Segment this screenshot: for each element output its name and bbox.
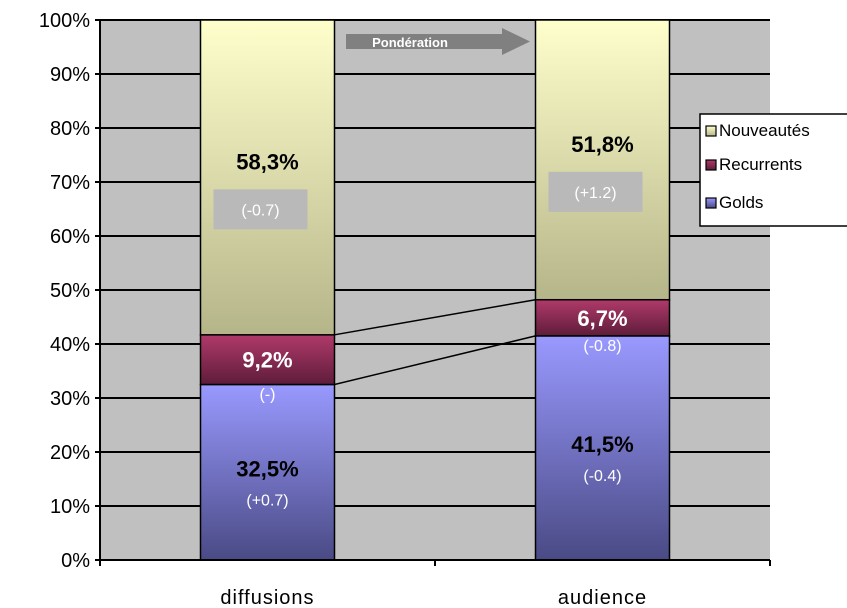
legend-label: Golds — [719, 193, 763, 212]
bars: 32,5% (+0.7) 9,2% (-) 58,3% (-0.7) 41,5% (-0.4)… — [199, 19, 671, 561]
value-label-nouveautes: 58,3% — [236, 149, 298, 174]
y-tick-label: 40% — [50, 334, 90, 356]
value-label-golds: 32,5% — [236, 456, 298, 481]
bar-segment-golds-audience — [534, 335, 671, 561]
bar-segment-nouveautés-audience — [534, 19, 671, 301]
change-label-golds: (+0.7) — [246, 492, 288, 509]
y-tick-label: 90% — [50, 64, 90, 86]
value-label-nouveautes: 51,8% — [571, 132, 633, 157]
value-label-golds: 41,5% — [571, 432, 633, 457]
y-tick-label: 10% — [50, 496, 90, 518]
change-label-golds: (-0.4) — [583, 468, 621, 485]
bar-segment-nouveautés-diffusions — [199, 19, 336, 336]
y-tick-label: 80% — [50, 118, 90, 140]
arrow-shape — [346, 28, 530, 55]
change-label-box — [213, 189, 308, 230]
change-label-recurrents: (-0.8) — [583, 338, 621, 355]
arrow-label: Pondération — [372, 35, 448, 50]
legend-swatch — [705, 159, 717, 171]
x-tick-label: diffusions — [220, 587, 314, 608]
bar-segment-recurrents-diffusions — [199, 334, 336, 386]
change-label-nouveautes: (-0.7) — [241, 202, 279, 219]
legend-box — [699, 113, 847, 227]
legend: Nouveautés Recurrents Golds — [699, 113, 847, 227]
value-label-recurrents: 6,7% — [577, 306, 627, 331]
legend-swatch — [705, 197, 717, 209]
change-label-box — [548, 171, 643, 212]
x-tick-label: audience — [558, 587, 647, 608]
ponderation-arrow: Pondération — [346, 28, 530, 55]
y-tick-label: 100% — [39, 10, 90, 32]
bar-segment-recurrents-audience — [534, 298, 671, 337]
axes: 0% 10% 20% 30% 40% 50% 60% 70% 80% 90% 100% diffusi… — [39, 10, 771, 608]
y-tick-label: 70% — [50, 172, 90, 194]
legend-label: Nouveautés — [719, 121, 810, 140]
change-label-nouveautes: (+1.2) — [574, 185, 616, 202]
connector-line — [334, 298, 536, 336]
y-tick-label: 60% — [50, 226, 90, 248]
connector-line — [334, 335, 536, 386]
connector-lines — [334, 298, 536, 386]
legend-label: Recurrents — [719, 155, 802, 174]
y-tick-label: 30% — [50, 388, 90, 410]
legend-swatch — [705, 125, 717, 137]
value-label-recurrents: 9,2% — [242, 348, 292, 373]
y-tick-label: 20% — [50, 442, 90, 464]
y-tick-label: 0% — [61, 550, 90, 572]
bar-segment-golds-diffusions — [199, 383, 336, 561]
y-tick-label: 50% — [50, 280, 90, 302]
change-label-recurrents: (-) — [260, 387, 276, 404]
